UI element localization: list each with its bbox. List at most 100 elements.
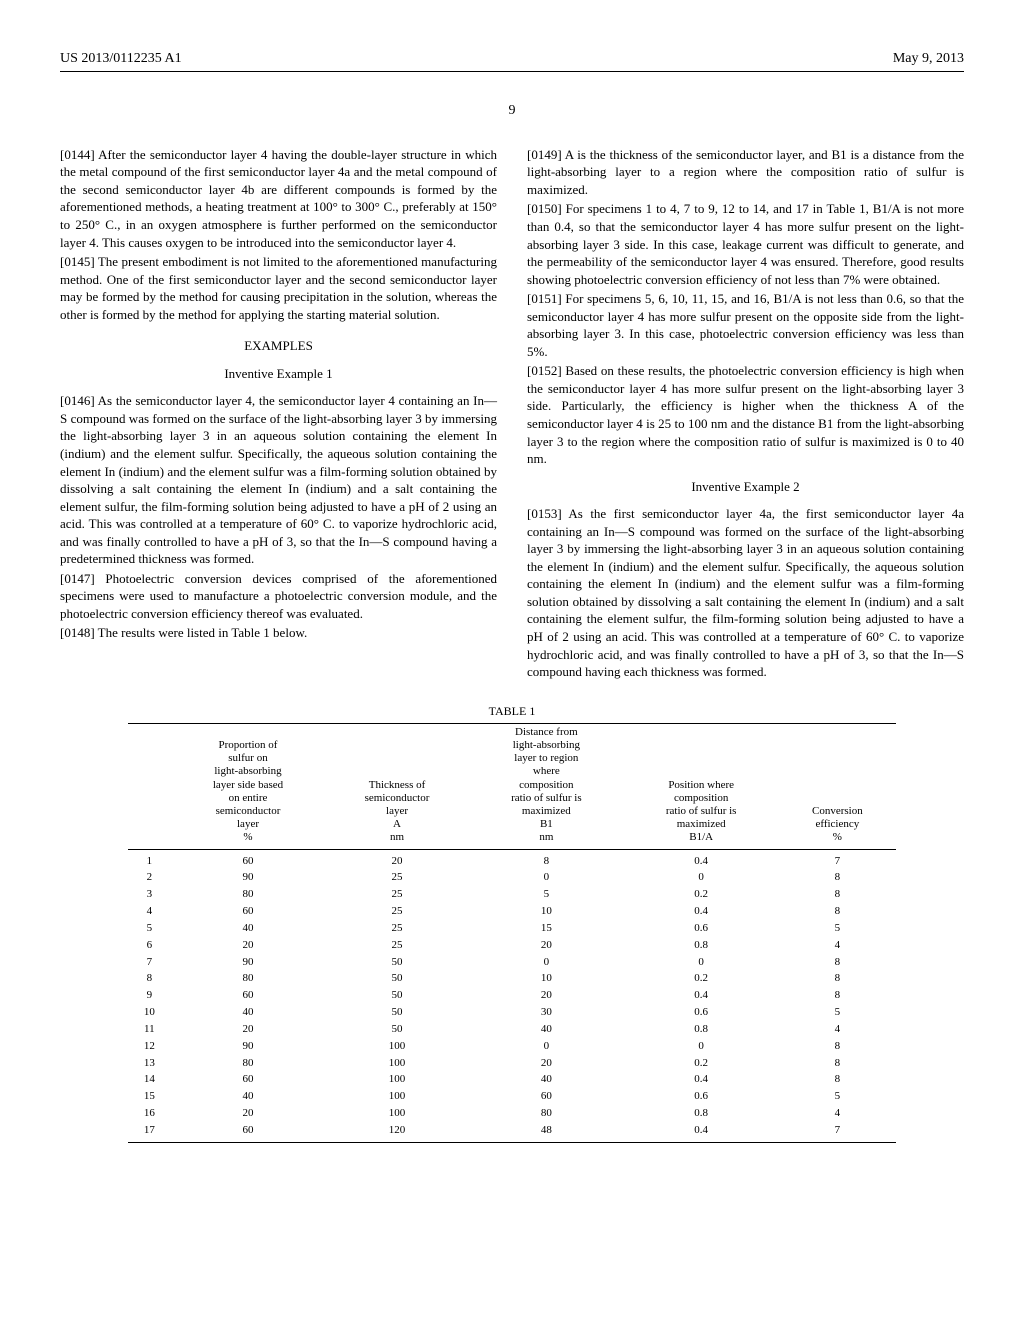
table-cell: 16 xyxy=(128,1105,171,1122)
table-cell: 7 xyxy=(779,1122,897,1142)
table-cell: 60 xyxy=(171,1122,325,1142)
table-cell: 5 xyxy=(779,1004,897,1021)
table-cell: 12 xyxy=(128,1038,171,1055)
table-cell: 0.4 xyxy=(624,903,779,920)
publication-number: US 2013/0112235 A1 xyxy=(60,50,182,69)
table-cell: 0.2 xyxy=(624,970,779,987)
inventive-example-2-heading: Inventive Example 2 xyxy=(527,478,964,496)
table-cell: 10 xyxy=(469,903,624,920)
table-cell: 8 xyxy=(779,886,897,903)
table-cell: 60 xyxy=(171,987,325,1004)
table-cell: 20 xyxy=(171,937,325,954)
table-cell: 0 xyxy=(469,1038,624,1055)
table-cell: 8 xyxy=(779,970,897,987)
table-cell: 48 xyxy=(469,1122,624,1142)
two-column-body: [0144] After the semiconductor layer 4 h… xyxy=(60,146,964,683)
table-cell: 0.4 xyxy=(624,1071,779,1088)
table-cell: 7 xyxy=(779,849,897,869)
table-cell: 60 xyxy=(469,1088,624,1105)
table-cell: 40 xyxy=(171,920,325,937)
inventive-example-1-heading: Inventive Example 1 xyxy=(60,365,497,383)
table-cell: 0 xyxy=(624,954,779,971)
table-row: 112050400.84 xyxy=(128,1021,896,1038)
table-cell: 15 xyxy=(469,920,624,937)
table-cell: 10 xyxy=(128,1004,171,1021)
table-cell: 5 xyxy=(128,920,171,937)
paragraph-0150: [0150] For specimens 1 to 4, 7 to 9, 12 … xyxy=(527,200,964,288)
header-divider xyxy=(60,71,964,72)
table-cell: 8 xyxy=(779,987,897,1004)
table-cell: 9 xyxy=(128,987,171,1004)
table-header-cell: Position wherecompositionratio of sulfur… xyxy=(624,723,779,849)
paragraph-0153: [0153] As the first semiconductor layer … xyxy=(527,505,964,680)
table-cell: 15 xyxy=(128,1088,171,1105)
table-cell: 50 xyxy=(325,987,469,1004)
table-cell: 7 xyxy=(128,954,171,971)
table-cell: 0.8 xyxy=(624,1021,779,1038)
table-cell: 60 xyxy=(171,1071,325,1088)
table-cell: 100 xyxy=(325,1055,469,1072)
table-cell: 0 xyxy=(469,954,624,971)
table-cell: 20 xyxy=(469,937,624,954)
table-cell: 25 xyxy=(325,886,469,903)
table-cell: 0.6 xyxy=(624,1088,779,1105)
table-cell: 50 xyxy=(325,1004,469,1021)
table-cell: 90 xyxy=(171,954,325,971)
table-cell: 17 xyxy=(128,1122,171,1142)
table-cell: 2 xyxy=(128,869,171,886)
paragraph-0148: [0148] The results were listed in Table … xyxy=(60,624,497,642)
table-cell: 11 xyxy=(128,1021,171,1038)
table-cell: 30 xyxy=(469,1004,624,1021)
table-cell: 4 xyxy=(779,1105,897,1122)
table-cell: 6 xyxy=(128,937,171,954)
table-cell: 60 xyxy=(171,903,325,920)
table-cell: 10 xyxy=(469,970,624,987)
table-cell: 14 xyxy=(128,1071,171,1088)
table-row: 1290100008 xyxy=(128,1038,896,1055)
table-row: 1380100200.28 xyxy=(128,1055,896,1072)
table-cell: 20 xyxy=(469,987,624,1004)
table-cell: 1 xyxy=(128,849,171,869)
table-row: 96050200.48 xyxy=(128,987,896,1004)
table-cell: 8 xyxy=(128,970,171,987)
table-cell: 8 xyxy=(779,903,897,920)
table-cell: 25 xyxy=(325,903,469,920)
table-cell: 20 xyxy=(171,1021,325,1038)
publication-date: May 9, 2013 xyxy=(893,50,964,69)
table-cell: 5 xyxy=(469,886,624,903)
table-cell: 5 xyxy=(779,1088,897,1105)
table-cell: 20 xyxy=(171,1105,325,1122)
table-cell: 8 xyxy=(779,869,897,886)
left-column: [0144] After the semiconductor layer 4 h… xyxy=(60,146,497,683)
table-cell: 80 xyxy=(171,886,325,903)
table-cell: 3 xyxy=(128,886,171,903)
table-cell: 25 xyxy=(325,920,469,937)
table-cell: 100 xyxy=(325,1105,469,1122)
table-cell: 0.6 xyxy=(624,1004,779,1021)
table-row: 1602080.47 xyxy=(128,849,896,869)
table-header-cell: Thickness ofsemiconductorlayerAnm xyxy=(325,723,469,849)
table-header-cell: Proportion ofsulfur onlight-absorbinglay… xyxy=(171,723,325,849)
table-cell: 8 xyxy=(469,849,624,869)
table-cell: 8 xyxy=(779,1071,897,1088)
table-cell: 40 xyxy=(469,1071,624,1088)
table-cell: 0 xyxy=(624,1038,779,1055)
table-cell: 25 xyxy=(325,869,469,886)
table-cell: 0 xyxy=(624,869,779,886)
table-cell: 0 xyxy=(469,869,624,886)
table-cell: 60 xyxy=(171,849,325,869)
paragraph-0144: [0144] After the semiconductor layer 4 h… xyxy=(60,146,497,251)
table-cell: 100 xyxy=(325,1038,469,1055)
table-cell: 4 xyxy=(128,903,171,920)
table-cell: 4 xyxy=(779,937,897,954)
table-header-cell xyxy=(128,723,171,849)
table-cell: 20 xyxy=(469,1055,624,1072)
table-1: Proportion ofsulfur onlight-absorbinglay… xyxy=(128,723,896,1143)
table-cell: 5 xyxy=(779,920,897,937)
table-cell: 0.2 xyxy=(624,1055,779,1072)
table-cell: 100 xyxy=(325,1088,469,1105)
page-header: US 2013/0112235 A1 May 9, 2013 xyxy=(60,50,964,69)
examples-heading: EXAMPLES xyxy=(60,337,497,355)
table-row: 62025200.84 xyxy=(128,937,896,954)
table-cell: 50 xyxy=(325,970,469,987)
